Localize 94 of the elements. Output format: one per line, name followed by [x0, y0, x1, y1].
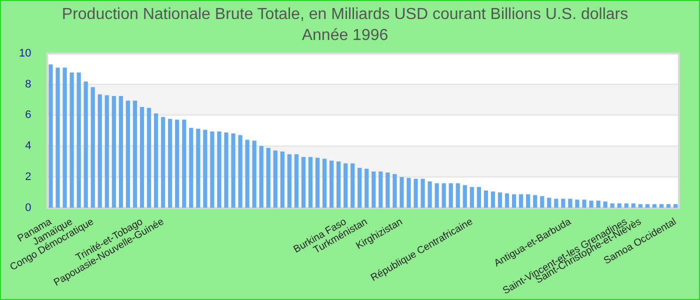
bar — [175, 120, 180, 208]
bar — [519, 194, 524, 208]
bar — [154, 113, 158, 208]
y-tick-label: 8 — [25, 78, 32, 90]
bar — [259, 146, 264, 208]
bar — [645, 204, 650, 208]
bar — [62, 68, 67, 208]
bar — [266, 148, 270, 208]
bar — [132, 100, 138, 208]
bar — [146, 108, 152, 208]
bar — [70, 72, 74, 208]
bar — [378, 172, 383, 208]
bar — [400, 176, 404, 208]
bar — [104, 95, 109, 208]
bar — [224, 132, 228, 208]
bar — [168, 118, 172, 208]
bar — [84, 82, 88, 208]
bar — [301, 157, 306, 208]
bar — [420, 178, 425, 208]
chart-subtitle: Année 1996 — [302, 27, 388, 44]
bar — [673, 204, 678, 208]
chart-title: Production Nationale Brute Totale, en Milliards USD courant Billions U.S. dollars — [62, 6, 628, 24]
y-tick-label: 2 — [25, 170, 32, 183]
bar — [490, 191, 496, 208]
bar — [196, 128, 200, 208]
bar — [280, 151, 284, 208]
bar — [344, 163, 348, 208]
bar — [470, 186, 474, 208]
bar — [589, 200, 594, 208]
bar — [414, 178, 418, 208]
bar — [659, 204, 664, 208]
bar — [652, 204, 656, 208]
y-tick-label: 0 — [25, 202, 32, 214]
bar — [434, 183, 439, 208]
bar — [336, 162, 341, 208]
bar — [210, 132, 214, 208]
bar — [126, 100, 130, 208]
bar — [140, 106, 144, 208]
bar — [118, 96, 123, 208]
bar — [554, 198, 558, 208]
bar — [112, 96, 116, 208]
bar — [582, 200, 586, 208]
bar — [406, 178, 411, 208]
bar — [392, 174, 397, 208]
bar — [666, 204, 671, 208]
bar — [231, 133, 236, 208]
bar — [56, 68, 60, 208]
bar — [448, 183, 453, 208]
bar — [329, 160, 334, 208]
bar — [526, 194, 530, 208]
y-tick-label: 10 — [18, 47, 32, 60]
bar — [294, 154, 298, 208]
bar — [442, 183, 446, 208]
bar — [498, 192, 502, 208]
bar — [315, 158, 320, 208]
bar — [428, 181, 432, 208]
bar — [512, 194, 516, 208]
bar — [287, 154, 292, 208]
bar — [358, 168, 362, 208]
y-tick-label: 6 — [25, 109, 32, 122]
bar — [350, 163, 355, 208]
bar — [462, 185, 467, 208]
bar — [596, 200, 600, 208]
bar — [540, 196, 544, 208]
bar — [245, 140, 250, 208]
bar — [252, 140, 256, 208]
bar — [484, 190, 488, 208]
bar — [217, 132, 222, 208]
bar — [456, 183, 460, 208]
bar — [322, 158, 327, 208]
bar — [48, 64, 53, 208]
bar — [161, 117, 166, 208]
bar — [568, 198, 572, 208]
bar — [90, 87, 95, 208]
bar — [308, 157, 313, 208]
bar — [238, 135, 242, 208]
bar — [603, 202, 608, 208]
bar — [182, 120, 186, 208]
bar — [476, 186, 481, 208]
bar — [561, 198, 566, 208]
bar — [386, 172, 390, 208]
bar — [364, 168, 369, 208]
y-tick-label: 4 — [25, 140, 32, 152]
bar — [575, 200, 580, 208]
bar — [372, 172, 376, 208]
bar — [98, 94, 102, 208]
bar — [203, 130, 208, 208]
bar — [76, 72, 81, 208]
bar — [504, 193, 510, 208]
bar — [547, 198, 552, 208]
bar — [189, 128, 194, 208]
bar — [638, 204, 642, 208]
bar — [273, 150, 278, 208]
bar — [533, 195, 538, 208]
